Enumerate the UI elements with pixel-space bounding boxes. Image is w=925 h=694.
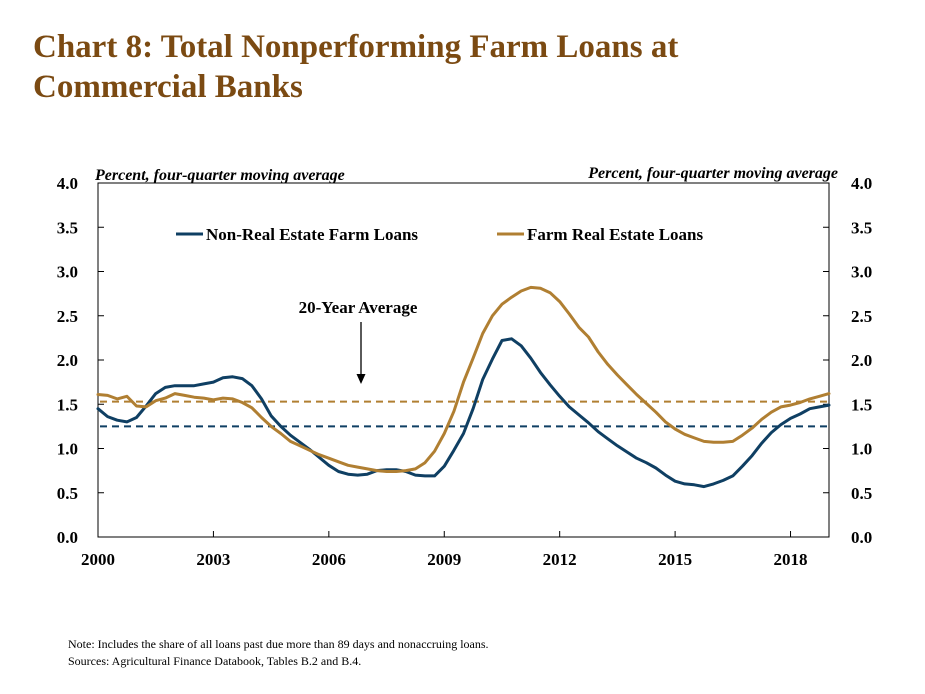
series-lines [96,285,831,489]
y-tick-label-left: 4.0 [57,174,78,193]
x-tick-label: 2006 [312,550,346,569]
y-tick-label-right: 2.5 [851,307,872,326]
y-tick-label-right: 0.5 [851,484,872,503]
x-tick-label: 2000 [81,550,115,569]
y-tick-label-left: 2.0 [57,351,78,370]
sources-text: Sources: Agricultural Finance Databook, … [68,654,362,668]
x-axis: 2000 2003 2006 2009 2012 2015 2018 [81,531,808,569]
y-tick-label-left: 0.0 [57,528,78,547]
left-axis-label: Percent, four-quarter moving average [94,167,345,184]
legend: Non-Real Estate Farm Loans Farm Real Est… [176,225,704,244]
y-axis-left: 0.0 0.5 1.0 1.5 2.0 2.5 3.0 3.5 4.0 [57,174,104,547]
y-tick-label-right: 1.0 [851,440,872,459]
series-line-non-real-estate [96,337,831,489]
y-tick-label-left: 2.5 [57,307,78,326]
annotation-label: 20-Year Average [299,298,418,317]
legend-label-non-real-estate: Non-Real Estate Farm Loans [206,225,418,244]
note-text: Note: Includes the share of all loans pa… [68,637,489,651]
x-tick-label: 2003 [196,550,230,569]
chart-title-line-2: Commercial Banks [33,69,303,105]
y-tick-label-right: 4.0 [851,174,872,193]
legend-label-farm-real-estate: Farm Real Estate Loans [527,225,704,244]
y-axis-right: 0.0 0.5 1.0 1.5 2.0 2.5 3.0 3.5 4.0 [823,174,872,547]
y-tick-label-right: 3.0 [851,263,872,282]
y-tick-label-right: 1.5 [851,395,872,414]
x-tick-label: 2012 [543,550,577,569]
y-tick-label-left: 1.0 [57,440,78,459]
right-axis-label: Percent, four-quarter moving average [587,165,838,182]
annotation-arrow [356,322,366,384]
y-tick-label-left: 3.0 [57,263,78,282]
series-line-farm-real-estate [96,285,831,473]
y-tick-label-right: 0.0 [851,528,872,547]
chart-title: Chart 8: Total Nonperforming Farm Loans … [33,27,678,107]
y-tick-label-left: 3.5 [57,218,78,237]
x-tick-label: 2015 [658,550,692,569]
chart-title-line-1: Chart 8: Total Nonperforming Farm Loans … [33,29,679,65]
y-tick-label-left: 0.5 [57,484,78,503]
annotation-arrow-head [356,374,366,384]
x-tick-label: 2009 [427,550,461,569]
y-tick-label-left: 1.5 [57,395,78,414]
y-tick-label-right: 2.0 [851,351,872,370]
footnotes: Note: Includes the share of all loans pa… [68,636,489,670]
reference-lines [100,400,827,428]
y-tick-label-right: 3.5 [851,218,872,237]
x-tick-label: 2018 [774,550,808,569]
